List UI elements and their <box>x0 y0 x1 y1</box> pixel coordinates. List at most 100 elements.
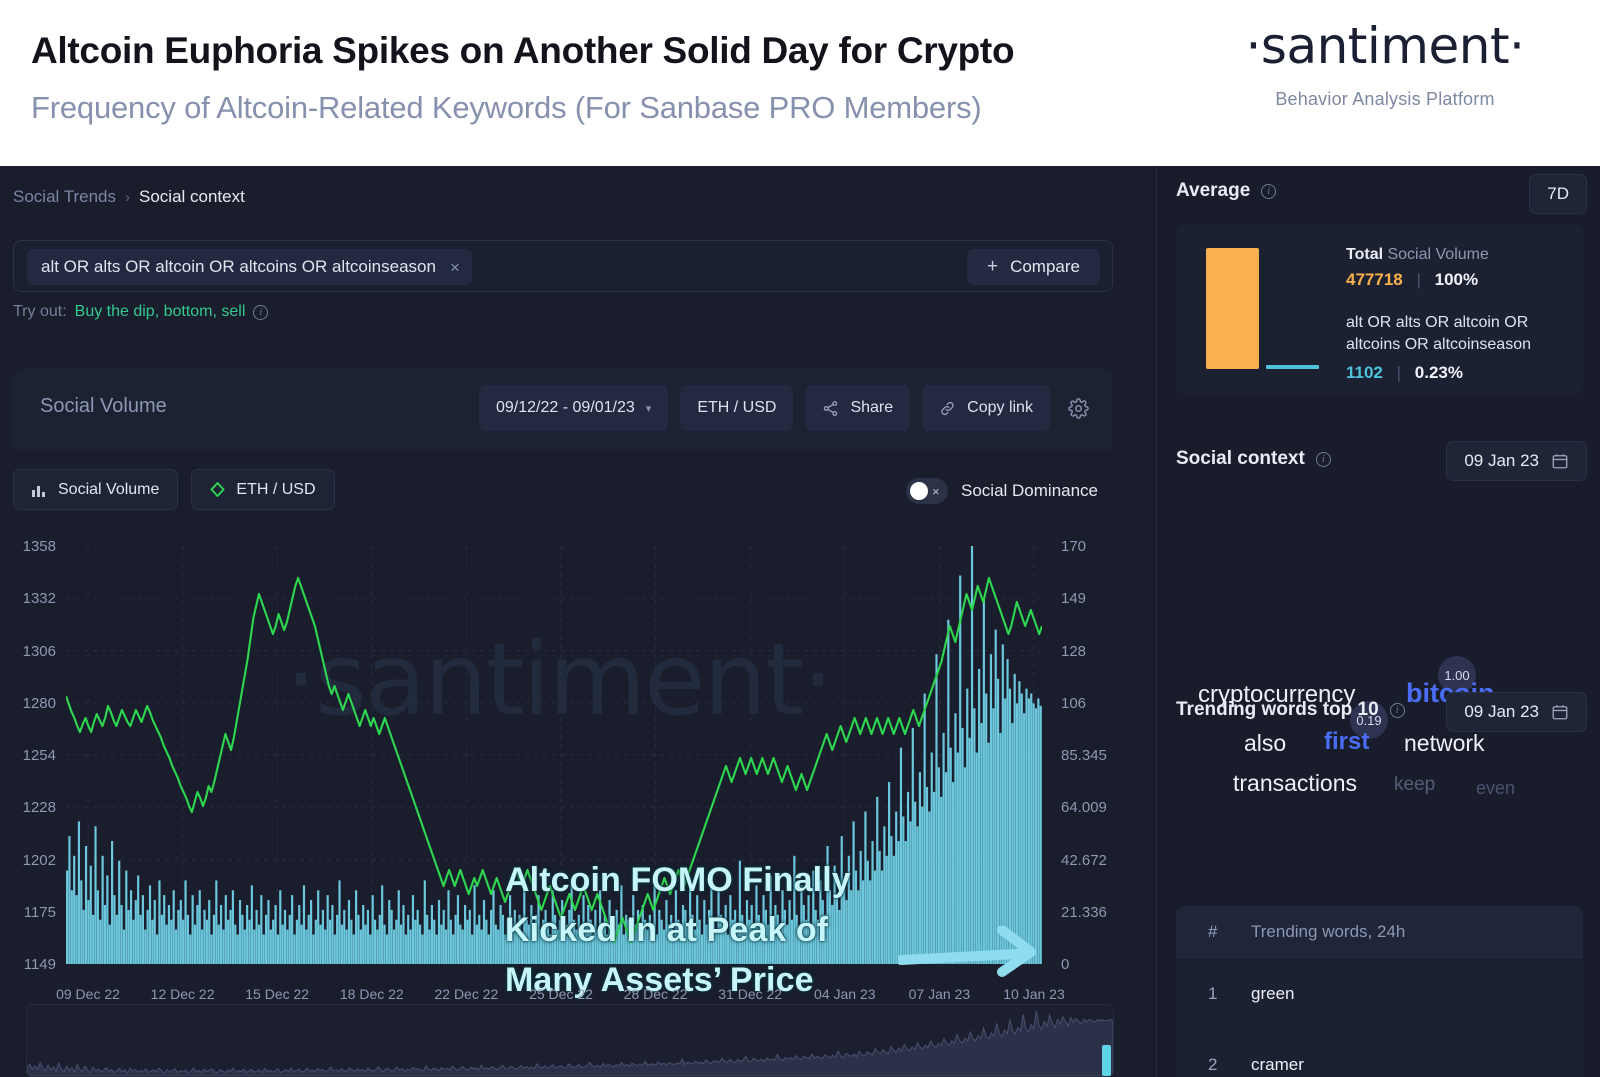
bar <box>719 914 723 964</box>
bar <box>418 924 422 964</box>
bar <box>594 909 597 964</box>
row-word: cramer <box>1251 1054 1304 1074</box>
bar <box>359 929 362 964</box>
y-tick-right: 85.345 <box>1061 747 1107 764</box>
legend-eth-usd[interactable]: ETH / USD <box>191 469 335 510</box>
bar <box>435 934 438 964</box>
x-tick: 25 Dec 22 <box>529 986 593 1002</box>
bar <box>400 924 403 964</box>
bar <box>224 895 227 964</box>
bar <box>989 654 993 964</box>
bar <box>658 909 661 964</box>
bar <box>575 929 578 964</box>
settings-button[interactable] <box>1062 385 1096 431</box>
bar <box>902 816 905 964</box>
trending-date-picker[interactable]: 09 Jan 23 <box>1446 692 1587 732</box>
bar <box>473 885 476 964</box>
bar <box>272 919 275 964</box>
breadcrumb-social-trends[interactable]: Social Trends <box>13 187 116 206</box>
bar <box>459 924 462 964</box>
info-icon[interactable]: i <box>1315 451 1331 467</box>
diamond-marker-icon <box>210 482 226 497</box>
bar <box>461 929 464 964</box>
date-range-selector[interactable]: 09/12/22 - 09/01/23 ▾ <box>479 385 669 431</box>
bar <box>416 909 419 964</box>
bar <box>179 900 182 964</box>
bar <box>745 900 749 964</box>
asset-selector[interactable]: ETH / USD <box>680 385 794 431</box>
bar <box>570 880 573 964</box>
bar <box>696 895 699 964</box>
y-tick-right: 0 <box>1061 956 1070 973</box>
bar <box>452 934 455 964</box>
close-icon[interactable]: × <box>449 257 460 277</box>
try-out-suggestion[interactable]: Buy the dip, bottom, sell <box>74 303 246 320</box>
table-row[interactable]: 1 green <box>1176 958 1583 1029</box>
breadcrumb-current: Social context <box>139 187 245 206</box>
bar <box>828 890 831 964</box>
bar <box>317 890 320 964</box>
word-first[interactable]: first <box>1324 728 1370 755</box>
bar <box>556 929 559 964</box>
bar <box>492 890 495 964</box>
bar <box>404 934 407 964</box>
average-range-button[interactable]: 7D <box>1529 174 1587 214</box>
toggle-off-icon: × <box>932 483 940 499</box>
bar <box>563 934 566 964</box>
bar <box>644 919 647 964</box>
info-icon[interactable]: i <box>1389 702 1405 718</box>
chart-canvas[interactable]: ·santiment· 1358 1332 1306 1280 1254 1228 1202… <box>0 538 1157 1049</box>
bar <box>184 880 187 964</box>
bar <box>148 885 152 964</box>
bar <box>310 900 313 964</box>
bar-series-social-volume <box>66 546 1042 964</box>
bar <box>921 806 924 964</box>
bar <box>627 919 630 964</box>
word-even[interactable]: even <box>1476 778 1516 798</box>
table-row[interactable]: 2 cramer <box>1176 1029 1583 1077</box>
bar <box>333 934 336 964</box>
column-header-rank: # <box>1208 921 1218 941</box>
bar <box>847 855 850 964</box>
bar <box>542 919 545 964</box>
copy-link-button[interactable]: Copy link <box>922 385 1050 431</box>
bar <box>840 836 843 964</box>
bar <box>996 678 1000 964</box>
bar <box>662 929 666 964</box>
info-icon[interactable]: i <box>253 304 269 320</box>
range-navigator-handle[interactable] <box>1102 1045 1111 1076</box>
legend-social-volume[interactable]: Social Volume <box>13 469 179 510</box>
bar <box>428 929 431 964</box>
add-compare-button[interactable]: + Compare <box>966 249 1100 285</box>
bar <box>880 870 884 964</box>
x-tick: 18 Dec 22 <box>339 986 404 1002</box>
word-network[interactable]: network <box>1404 730 1485 756</box>
bar <box>698 919 701 964</box>
word-cryptocurrency[interactable]: cryptocurrency <box>1198 681 1356 708</box>
bar <box>222 929 225 964</box>
bar <box>1025 688 1028 964</box>
word-keep[interactable]: keep <box>1394 774 1436 795</box>
word-transactions[interactable]: transactions <box>1233 770 1358 796</box>
info-icon[interactable]: i <box>1261 183 1277 199</box>
social-dominance-toggle[interactable]: × <box>906 478 948 504</box>
bar <box>591 934 595 964</box>
keyword-chip[interactable]: alt OR alts OR altcoin OR altcoins OR al… <box>27 249 472 285</box>
share-button[interactable]: Share <box>805 385 911 431</box>
bar <box>516 929 519 964</box>
bar <box>283 909 287 964</box>
bar <box>589 919 592 964</box>
bar <box>257 924 261 964</box>
bar <box>113 895 116 964</box>
social-context-date-picker[interactable]: 09 Jan 23 <box>1446 441 1587 481</box>
bar <box>700 934 704 964</box>
bar <box>314 919 317 964</box>
bar <box>407 914 410 964</box>
bar <box>369 934 372 964</box>
word-also[interactable]: also <box>1244 730 1287 756</box>
bar <box>376 929 379 964</box>
bar <box>852 821 855 964</box>
search-input[interactable]: alt OR alts OR altcoin OR altcoins OR al… <box>13 240 1113 292</box>
range-navigator[interactable] <box>26 1004 1114 1077</box>
bar <box>482 900 486 964</box>
